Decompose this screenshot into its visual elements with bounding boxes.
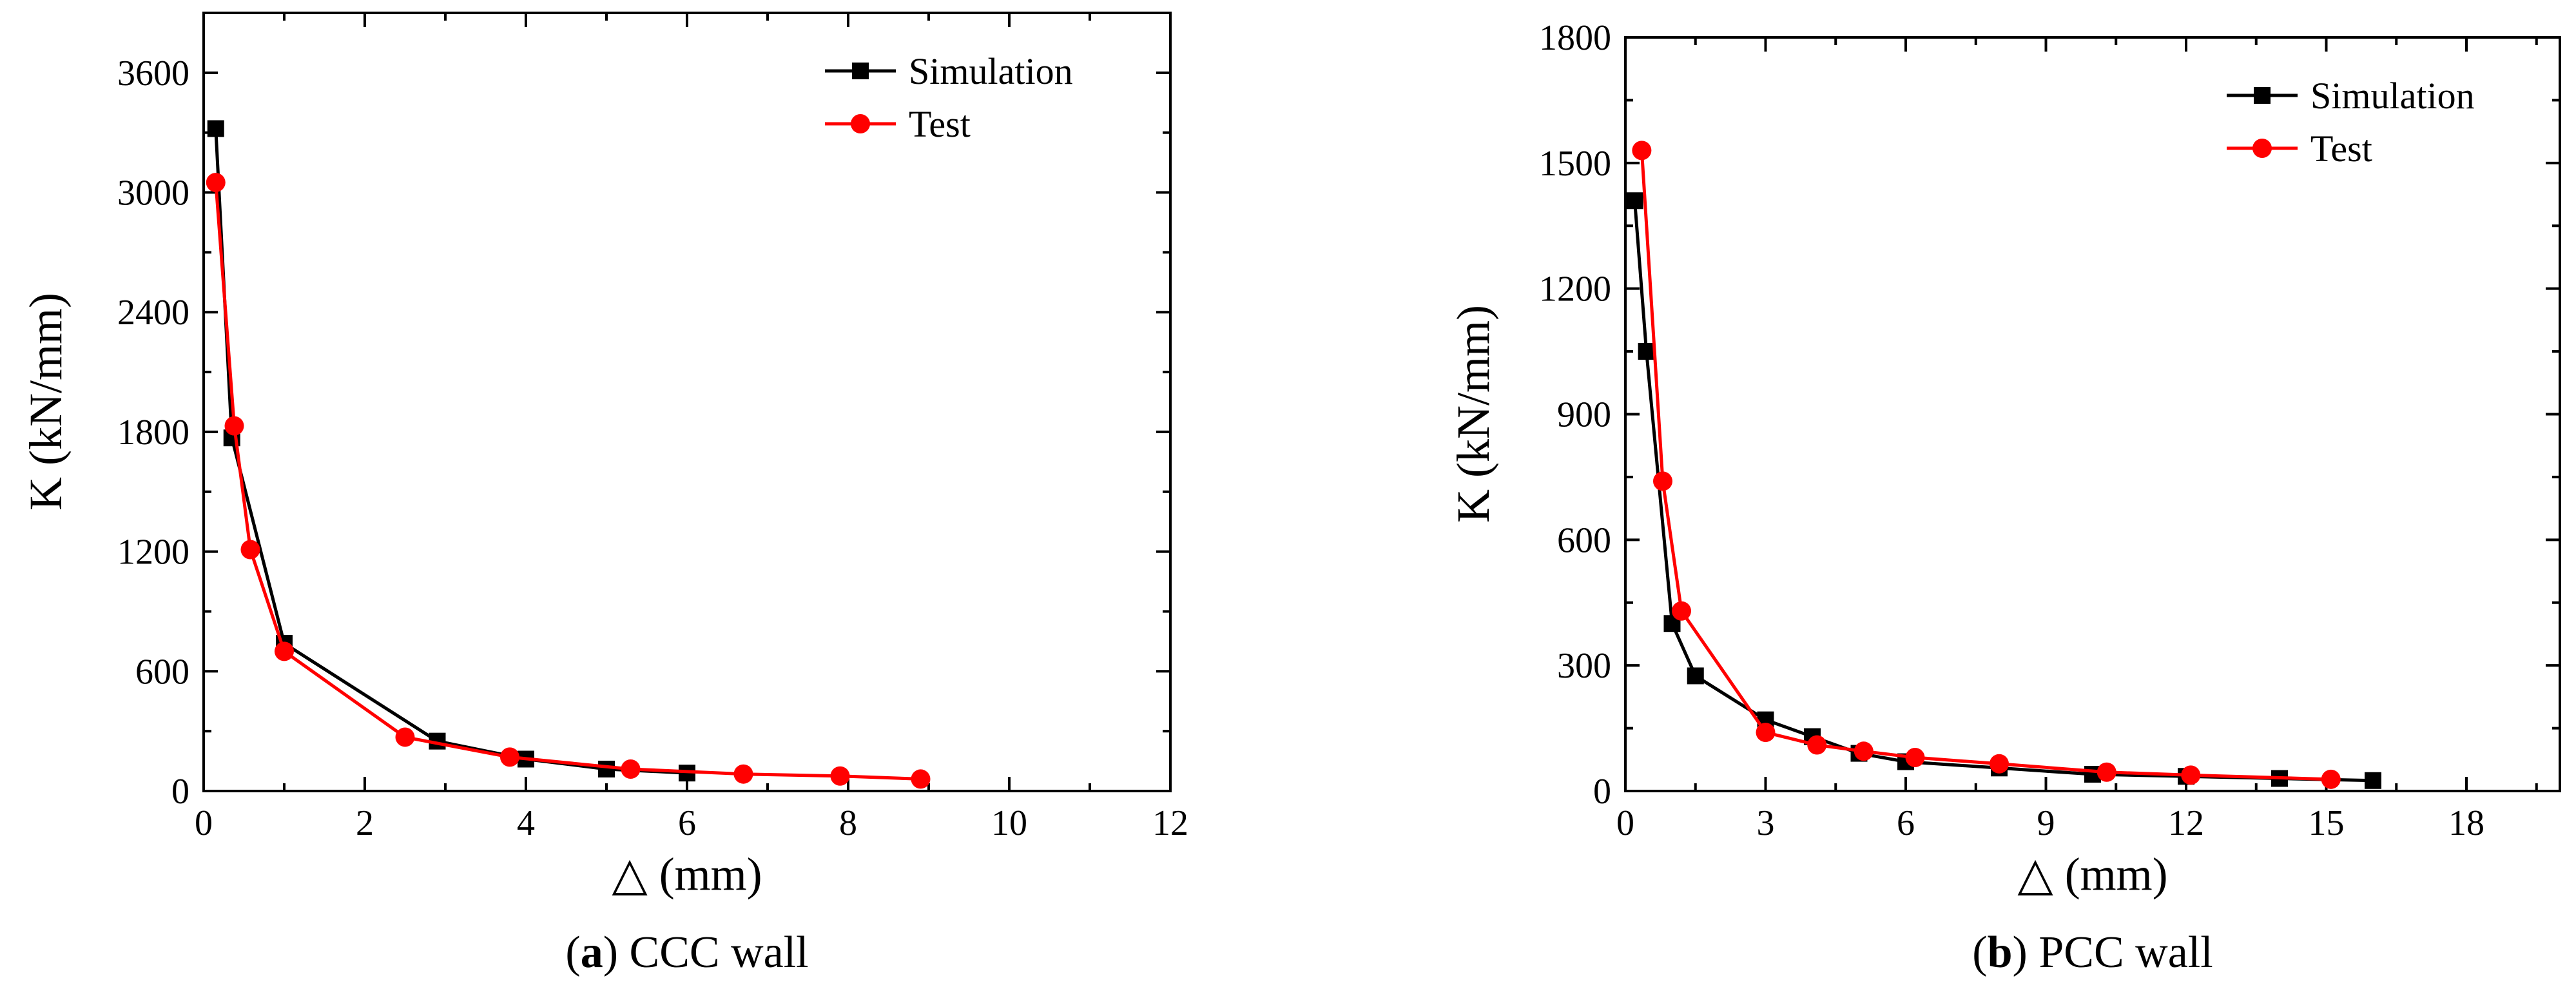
legend-marker-test [851, 114, 870, 133]
x-tick-label: 10 [991, 803, 1027, 843]
axis-ticks: 0 3 6 9 12 15 18 0 300 600 900 1200 1500 1800 [1539, 18, 2560, 843]
plot-frame [1624, 36, 2561, 792]
data-point-test [1756, 723, 1776, 743]
plot-frame [202, 12, 1172, 792]
chart-panel-b: 0 3 6 9 12 15 18 0 300 600 900 1200 1500 1800 Simulat… [1448, 18, 2561, 977]
legend-marker-simulation [852, 63, 869, 79]
data-point-test [621, 759, 641, 779]
x-tick-label: 18 [2448, 803, 2484, 843]
legend: Simulation Test [2227, 75, 2475, 170]
x-tick-label: 6 [1897, 803, 1915, 843]
x-tick-label: 0 [195, 803, 213, 843]
y-tick-label: 2400 [117, 293, 189, 333]
data-point-test [240, 540, 260, 560]
series-line-simulation [214, 128, 688, 775]
data-point-test [1653, 471, 1672, 491]
y-tick-label: 300 [1557, 646, 1611, 686]
data-point-test [2097, 762, 2116, 782]
data-point-simulation [598, 760, 615, 777]
series-layer [206, 120, 931, 789]
y-tick-label: 1800 [117, 413, 189, 453]
data-point-test [2321, 769, 2341, 789]
data-point-test [2181, 765, 2201, 785]
series-line-simulation [1633, 200, 2374, 783]
data-point-test [1672, 601, 1691, 621]
x-tick-label: 12 [2168, 803, 2204, 843]
panel-caption-a: (a) CCC wall [565, 928, 808, 977]
series-line-test [1640, 150, 2331, 781]
data-point-simulation [1638, 343, 1655, 360]
x-tick-label: 6 [678, 803, 696, 843]
panel-caption-b: (b) PCC wall [1972, 928, 2213, 977]
y-tick-label: 3600 [117, 54, 189, 93]
series-layer [1626, 141, 2381, 789]
legend-label-test: Test [2310, 128, 2372, 170]
x-tick-label: 12 [1152, 803, 1188, 843]
x-tick-label: 9 [2037, 803, 2055, 843]
panel-caption-text-b: PCC wall [2039, 928, 2213, 977]
x-tick-label: 0 [1616, 803, 1634, 843]
data-point-test [206, 173, 226, 193]
y-tick-label: 1800 [1539, 18, 1611, 58]
y-tick-label: 3000 [117, 173, 189, 213]
panel-caption-text-a: CCC wall [630, 928, 809, 977]
x-axis-title: △ (mm) [2017, 848, 2167, 900]
legend-marker-simulation [2254, 87, 2271, 104]
x-tick-label: 8 [839, 803, 857, 843]
legend-label-simulation: Simulation [909, 50, 1073, 92]
data-point-test [830, 766, 850, 786]
x-tick-label: 4 [517, 803, 535, 843]
y-tick-label: 600 [135, 652, 189, 692]
axis-ticks: 0 2 4 6 8 10 12 0 600 1200 1800 2400 3000 3600 [117, 13, 1188, 843]
y-tick-label: 1200 [117, 533, 189, 572]
data-point-test [1990, 754, 2009, 774]
chart-panel-a: 0 2 4 6 8 10 12 0 600 1200 1800 2400 3000 3600 Simula… [20, 12, 1188, 977]
data-point-test [395, 727, 415, 747]
data-point-simulation [1626, 192, 1643, 210]
x-tick-label: 3 [1757, 803, 1775, 843]
series-line-test [214, 182, 921, 781]
y-tick-label: 600 [1557, 520, 1611, 560]
y-axis-title: K (kN/mm) [20, 293, 72, 511]
legend-marker-test [2252, 139, 2272, 158]
panel-label-b: b [1988, 928, 2013, 977]
y-tick-label: 0 [171, 772, 189, 812]
data-point-test [224, 416, 244, 436]
data-point-test [275, 641, 294, 661]
y-tick-label: 0 [1593, 772, 1611, 812]
data-point-simulation [2365, 772, 2381, 789]
data-point-test [911, 769, 931, 789]
data-point-test [733, 764, 753, 784]
data-point-simulation [1687, 667, 1704, 685]
panel-label-a: a [581, 928, 603, 977]
data-point-test [1632, 141, 1652, 161]
legend-label-simulation: Simulation [2310, 75, 2475, 117]
data-point-simulation [207, 120, 224, 137]
data-point-test [1905, 748, 1925, 768]
data-point-test [500, 747, 519, 767]
y-tick-label: 1200 [1539, 269, 1611, 309]
data-point-test [1854, 741, 1874, 761]
x-tick-label: 15 [2309, 803, 2345, 843]
y-tick-label: 900 [1557, 395, 1611, 435]
x-tick-label: 2 [356, 803, 374, 843]
legend: Simulation Test [825, 50, 1073, 145]
y-tick-label: 1500 [1539, 144, 1611, 184]
y-axis-title: K (kN/mm) [1448, 305, 1499, 523]
x-axis-title: △ (mm) [612, 848, 762, 900]
data-point-test [1807, 735, 1827, 755]
legend-label-test: Test [909, 103, 971, 145]
